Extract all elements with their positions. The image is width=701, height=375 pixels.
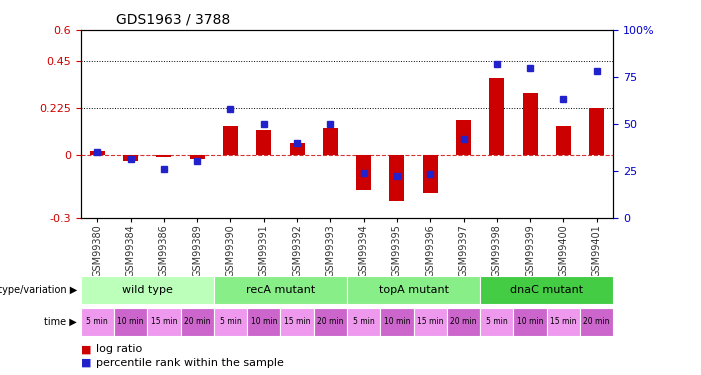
Bar (147, 308, 181, 336)
Bar (90, 151, 104, 155)
Bar (323, 128, 338, 155)
Text: recA mutant: recA mutant (246, 285, 315, 295)
Bar (381, 308, 414, 336)
Bar (390, 155, 404, 201)
Text: 5 min: 5 min (219, 317, 241, 326)
Bar (414, 308, 447, 336)
Bar (556, 126, 571, 155)
Text: 15 min: 15 min (550, 317, 577, 326)
Bar (480, 276, 613, 304)
Bar (514, 308, 547, 336)
Bar (223, 126, 238, 155)
Text: 20 min: 20 min (583, 317, 610, 326)
Text: genotype/variation ▶: genotype/variation ▶ (0, 285, 77, 295)
Text: time ▶: time ▶ (44, 316, 77, 327)
Bar (81, 276, 214, 304)
Bar (181, 308, 214, 336)
Bar (81, 308, 114, 336)
Bar (290, 142, 304, 155)
Text: 15 min: 15 min (151, 317, 177, 326)
Bar (314, 308, 347, 336)
Text: dnaC mutant: dnaC mutant (510, 285, 583, 295)
Bar (257, 130, 271, 155)
Bar (480, 308, 513, 336)
Bar (214, 276, 347, 304)
Bar (156, 155, 171, 157)
Text: 10 min: 10 min (383, 317, 410, 326)
Text: 10 min: 10 min (117, 317, 144, 326)
Bar (280, 308, 314, 336)
Bar (580, 308, 613, 336)
Text: 5 min: 5 min (353, 317, 374, 326)
Bar (423, 155, 437, 192)
Text: 10 min: 10 min (517, 317, 543, 326)
Text: 20 min: 20 min (450, 317, 477, 326)
Text: log ratio: log ratio (96, 344, 142, 354)
Bar (447, 308, 480, 336)
Bar (547, 308, 580, 336)
Text: wild type: wild type (122, 285, 172, 295)
Bar (590, 108, 604, 155)
Text: 15 min: 15 min (284, 317, 311, 326)
Text: 10 min: 10 min (250, 317, 277, 326)
Text: 15 min: 15 min (417, 317, 444, 326)
Text: 5 min: 5 min (86, 317, 108, 326)
Bar (247, 308, 280, 336)
Bar (123, 155, 138, 161)
Bar (356, 155, 371, 190)
Bar (214, 308, 247, 336)
Bar (489, 78, 504, 155)
Bar (347, 276, 480, 304)
Text: 20 min: 20 min (184, 317, 210, 326)
Text: 20 min: 20 min (317, 317, 343, 326)
Text: 5 min: 5 min (486, 317, 508, 326)
Text: topA mutant: topA mutant (379, 285, 449, 295)
Bar (114, 308, 147, 336)
Text: ■: ■ (81, 344, 95, 354)
Text: ■: ■ (81, 357, 95, 368)
Text: percentile rank within the sample: percentile rank within the sample (96, 357, 284, 368)
Bar (523, 93, 538, 155)
Bar (456, 120, 471, 155)
Bar (347, 308, 381, 336)
Text: GDS1963 / 3788: GDS1963 / 3788 (116, 12, 230, 26)
Bar (190, 155, 205, 159)
